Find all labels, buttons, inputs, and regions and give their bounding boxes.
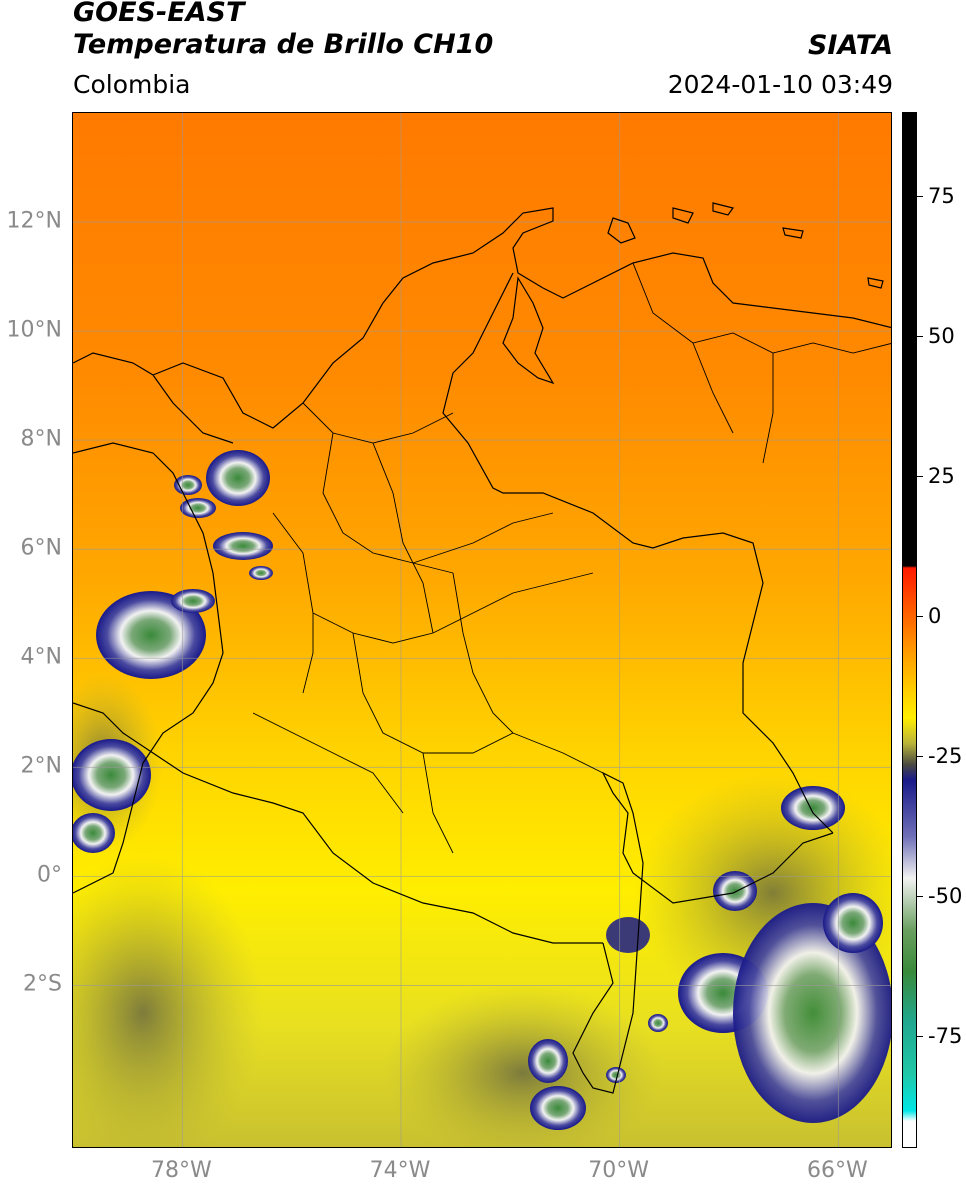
colorbar-tick (917, 196, 923, 197)
colorbar-tick (917, 336, 923, 337)
panama-coast (73, 352, 234, 444)
longitude-tick-label: 66°W (806, 1158, 868, 1183)
storm-cell-choco-2 (249, 566, 273, 580)
lake-maracaibo (502, 276, 555, 385)
latitude-tick-label: 4°N (20, 644, 62, 670)
storm-cell-south-1 (528, 1039, 568, 1083)
storm-cell-small-1 (174, 475, 202, 495)
title-product: Temperatura de Brillo CH10 (73, 29, 494, 60)
storm-cell-pacific-4 (73, 813, 115, 853)
latitude-tick-label: 8°N (20, 426, 62, 452)
colorbar-tick (917, 476, 923, 477)
storm-cell-south-2 (530, 1086, 586, 1130)
title-satellite: GOES-EAST (73, 0, 245, 28)
brazil-border (572, 771, 834, 1094)
ecuador-peru-border (73, 702, 603, 944)
haze-south (383, 983, 663, 1147)
latitude-tick-label: 2°S (23, 971, 62, 997)
storm-cell-small-3 (606, 1067, 626, 1083)
venezuela-state-borders (632, 262, 891, 464)
colorbar-tick (917, 616, 923, 617)
storm-cell-pacific-3 (73, 739, 151, 811)
storm-cell-choco-1 (213, 532, 273, 560)
colorbar-tick-label: 25 (928, 464, 955, 488)
department-borders (252, 402, 604, 854)
colorbar-tick-label: 50 (928, 324, 955, 348)
storm-cell-small-4 (648, 1014, 668, 1032)
storm-cell-east-2 (713, 871, 757, 911)
latitude-tick-label: 10°N (6, 317, 62, 343)
colorbar-tick (917, 756, 923, 757)
colorbar-tick-label: -25 (928, 744, 963, 768)
storm-cell-small-2 (180, 498, 216, 518)
longitude-tick-label: 74°W (369, 1158, 431, 1183)
brand-label: SIATA (807, 30, 893, 61)
brightness-temperature-map (72, 112, 892, 1148)
map-canvas (73, 113, 891, 1147)
latitude-tick-label: 6°N (20, 535, 62, 561)
graticule (73, 113, 891, 1147)
pacific-coastline (73, 442, 224, 894)
storm-cell-east-4 (823, 893, 883, 953)
colorbar-gradient (903, 113, 916, 1147)
colorbar-tick (917, 1036, 923, 1037)
storm-cell-amazon (733, 903, 891, 1123)
coastlines-and-borders (73, 202, 891, 1094)
storm-cell-pacific-1 (96, 591, 206, 679)
latitude-tick-label: 0° (37, 862, 62, 888)
storm-cell-east-1 (781, 786, 845, 830)
region-label: Colombia (73, 70, 191, 99)
datetime-label: 2024-01-10 03:49 (667, 70, 893, 99)
colorbar-tick-label: -50 (928, 884, 963, 908)
caribbean-islands (607, 202, 884, 289)
colorbar-tick-label: 0 (928, 604, 942, 628)
latitude-tick-label: 12°N (6, 208, 62, 234)
longitude-tick-label: 78°W (150, 1158, 212, 1183)
colorbar-tick-label: -75 (928, 1024, 963, 1048)
longitude-tick-label: 70°W (588, 1158, 650, 1183)
haze-southwest (73, 853, 263, 1147)
storm-cell-urabá (206, 450, 270, 506)
colorbar (902, 112, 917, 1148)
venezuela-border (442, 272, 834, 834)
latitude-tick-label: 2°N (20, 753, 62, 779)
colorbar-tick (917, 896, 923, 897)
colorbar-tick-label: 75 (928, 184, 955, 208)
storm-cell-pacific-2 (171, 589, 215, 613)
storm-cell-south-3 (606, 917, 650, 953)
